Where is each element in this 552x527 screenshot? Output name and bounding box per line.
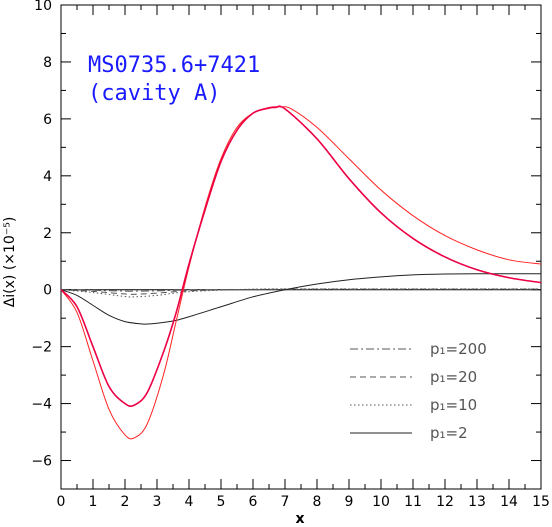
y-tick-label: 4: [43, 169, 52, 185]
y-tick-label: −2: [31, 340, 52, 356]
x-tick-label: 6: [249, 494, 258, 510]
legend-label-2: p₁=10: [430, 396, 477, 414]
x-tick-label: 12: [436, 494, 454, 510]
x-tick-label: 5: [217, 494, 226, 510]
annotation-line-2: (cavity A): [88, 81, 220, 106]
x-tick-label: 7: [281, 494, 290, 510]
x-tick-label: 14: [500, 494, 518, 510]
x-tick-label: 15: [532, 494, 550, 510]
y-tick-label: −4: [31, 397, 52, 413]
y-tick-label: 2: [43, 226, 52, 242]
y-tick-label: 6: [43, 112, 52, 128]
series-line-6: [60, 105, 542, 408]
x-tick-label: 3: [153, 494, 162, 510]
x-tick-label: 0: [57, 494, 66, 510]
series-line-0: [60, 288, 541, 292]
x-tick-label: 9: [345, 494, 354, 510]
y-tick-label: −6: [31, 454, 52, 470]
x-tick-label: 4: [185, 494, 194, 510]
y-tick-label: 0: [43, 283, 52, 299]
x-tick-label: 11: [404, 494, 422, 510]
x-axis-label: x: [295, 511, 304, 527]
chart-legend: p₁=200 p₁=20 p₁=10 p₁=2: [350, 340, 487, 442]
y-axis-label: Δi(x) (×10⁻⁵): [2, 217, 18, 308]
x-tick-label: 10: [372, 494, 390, 510]
legend-label-0: p₁=200: [430, 340, 487, 358]
legend-label-1: p₁=20: [430, 368, 477, 386]
x-tick-label: 2: [121, 494, 130, 510]
series-line-5: [60, 105, 542, 407]
x-tick-label: 13: [468, 494, 486, 510]
legend-label-3: p₁=2: [430, 424, 468, 442]
x-tick-label: 1: [89, 494, 98, 510]
y-tick-label: 8: [43, 55, 52, 71]
x-tick-label: 8: [313, 494, 322, 510]
chart-series-group: [60, 105, 542, 440]
series-line-3: [60, 273, 541, 325]
series-line-4: [60, 106, 542, 440]
y-tick-label: 10: [34, 0, 52, 14]
annotation-line-1: MS0735.6+7421: [88, 53, 260, 78]
